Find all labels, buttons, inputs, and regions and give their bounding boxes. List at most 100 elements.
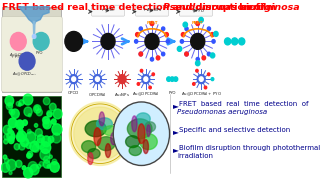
Circle shape bbox=[39, 161, 44, 166]
Circle shape bbox=[47, 165, 50, 168]
Circle shape bbox=[1, 163, 10, 172]
Circle shape bbox=[48, 136, 54, 143]
Circle shape bbox=[15, 160, 22, 167]
Circle shape bbox=[10, 109, 15, 115]
Polygon shape bbox=[82, 141, 96, 153]
Text: Au$_x$NPs: Au$_x$NPs bbox=[114, 91, 130, 99]
Circle shape bbox=[33, 33, 49, 50]
Circle shape bbox=[118, 75, 126, 84]
Polygon shape bbox=[145, 122, 155, 132]
Circle shape bbox=[53, 109, 62, 119]
FancyBboxPatch shape bbox=[180, 5, 212, 16]
Text: FRET: FRET bbox=[192, 21, 203, 25]
Circle shape bbox=[6, 160, 16, 171]
Polygon shape bbox=[132, 116, 137, 132]
Text: $Au@OPCD_{PNA}$: $Au@OPCD_{PNA}$ bbox=[12, 71, 37, 78]
Circle shape bbox=[36, 139, 45, 149]
Circle shape bbox=[27, 129, 31, 134]
Text: Specific and selective detection: Specific and selective detection bbox=[179, 127, 290, 133]
Polygon shape bbox=[127, 119, 152, 139]
Polygon shape bbox=[129, 146, 141, 156]
Circle shape bbox=[202, 56, 206, 60]
Polygon shape bbox=[18, 7, 49, 25]
Circle shape bbox=[34, 105, 41, 113]
Circle shape bbox=[166, 40, 170, 43]
Text: ►: ► bbox=[173, 127, 179, 136]
Circle shape bbox=[139, 52, 143, 56]
Circle shape bbox=[177, 46, 182, 51]
Circle shape bbox=[144, 77, 148, 81]
Circle shape bbox=[23, 168, 33, 178]
Circle shape bbox=[196, 61, 200, 66]
Circle shape bbox=[43, 120, 51, 129]
Circle shape bbox=[11, 134, 15, 139]
Text: + $H_2N$-: + $H_2N$- bbox=[100, 7, 116, 14]
Polygon shape bbox=[99, 112, 105, 126]
Circle shape bbox=[44, 117, 50, 124]
Circle shape bbox=[193, 83, 195, 85]
Circle shape bbox=[18, 103, 21, 106]
Circle shape bbox=[8, 103, 12, 108]
Circle shape bbox=[185, 52, 188, 56]
Circle shape bbox=[24, 107, 32, 116]
Circle shape bbox=[30, 164, 39, 175]
Text: + $PYO$: + $PYO$ bbox=[191, 7, 205, 14]
Circle shape bbox=[11, 109, 19, 119]
Circle shape bbox=[35, 124, 38, 127]
Circle shape bbox=[196, 69, 198, 72]
Circle shape bbox=[180, 40, 184, 43]
Circle shape bbox=[50, 103, 56, 111]
Circle shape bbox=[17, 131, 26, 142]
Circle shape bbox=[3, 155, 7, 159]
Polygon shape bbox=[88, 149, 100, 159]
Circle shape bbox=[199, 77, 203, 81]
Circle shape bbox=[14, 144, 20, 150]
Circle shape bbox=[30, 141, 39, 152]
Circle shape bbox=[15, 120, 24, 129]
Circle shape bbox=[174, 77, 178, 81]
Polygon shape bbox=[96, 118, 113, 130]
Circle shape bbox=[27, 151, 33, 157]
Text: Biofilm disruption through photothermal: Biofilm disruption through photothermal bbox=[179, 145, 321, 151]
Circle shape bbox=[150, 22, 153, 25]
Polygon shape bbox=[85, 121, 106, 137]
Polygon shape bbox=[147, 125, 150, 137]
Circle shape bbox=[185, 52, 188, 56]
Circle shape bbox=[32, 34, 36, 38]
Text: + $Au_xNPs$: + $Au_xNPs$ bbox=[142, 7, 162, 14]
Polygon shape bbox=[106, 144, 111, 157]
Circle shape bbox=[9, 171, 12, 175]
Circle shape bbox=[28, 162, 38, 172]
Circle shape bbox=[224, 38, 231, 45]
Circle shape bbox=[37, 164, 41, 169]
Text: OPCD$_{PNA}$: OPCD$_{PNA}$ bbox=[88, 91, 107, 99]
Circle shape bbox=[47, 111, 53, 117]
Circle shape bbox=[37, 135, 44, 143]
Circle shape bbox=[113, 102, 170, 166]
Circle shape bbox=[50, 162, 59, 172]
Text: irradiation: irradiation bbox=[178, 153, 213, 159]
Circle shape bbox=[167, 77, 171, 81]
Circle shape bbox=[150, 57, 153, 61]
Circle shape bbox=[149, 86, 151, 89]
Circle shape bbox=[207, 73, 210, 76]
Circle shape bbox=[42, 136, 51, 147]
Circle shape bbox=[93, 75, 102, 84]
Text: Pseudomonas aeruginosa: Pseudomonas aeruginosa bbox=[163, 3, 300, 12]
Circle shape bbox=[95, 77, 99, 81]
Circle shape bbox=[211, 78, 214, 81]
FancyBboxPatch shape bbox=[2, 7, 61, 92]
Circle shape bbox=[21, 138, 28, 147]
Circle shape bbox=[135, 40, 138, 43]
Circle shape bbox=[214, 31, 218, 36]
Circle shape bbox=[26, 132, 36, 143]
Polygon shape bbox=[97, 137, 115, 151]
Circle shape bbox=[22, 166, 26, 170]
Circle shape bbox=[10, 33, 26, 50]
Text: PYO: PYO bbox=[169, 91, 176, 95]
Circle shape bbox=[207, 52, 210, 56]
Circle shape bbox=[72, 77, 76, 81]
Circle shape bbox=[197, 75, 205, 84]
Circle shape bbox=[51, 119, 56, 124]
Polygon shape bbox=[74, 107, 127, 160]
